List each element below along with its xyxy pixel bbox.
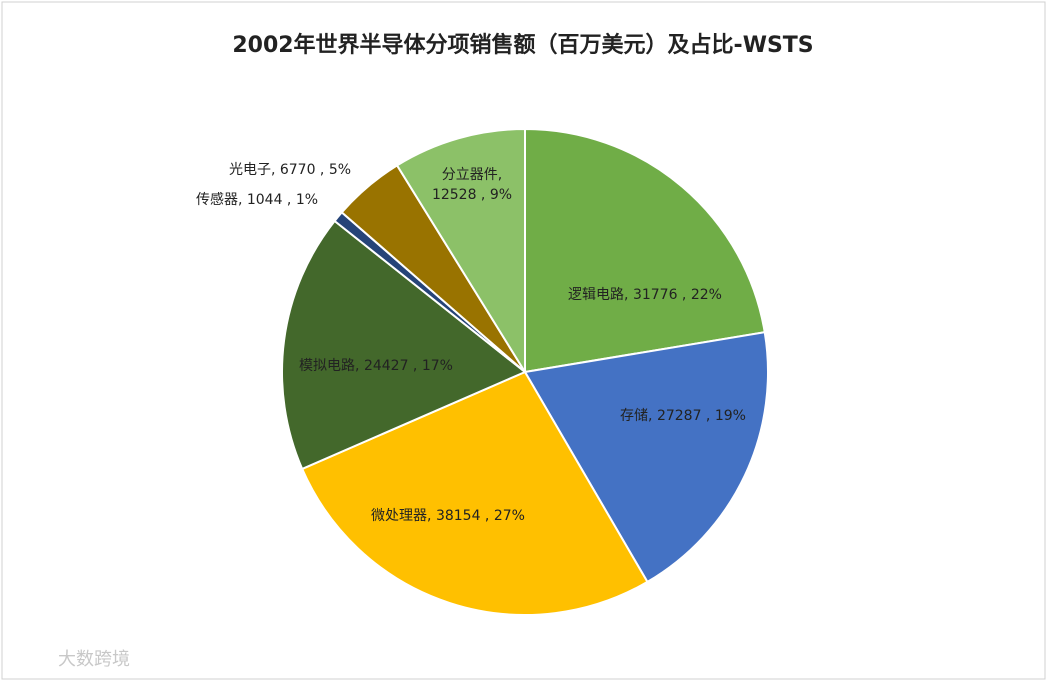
chart-title: 2002年世界半导体分项销售额（百万美元）及占比-WSTS xyxy=(232,32,813,58)
pie-slice xyxy=(524,127,766,374)
data-label: 分立器件, xyxy=(442,167,502,183)
data-label: 微处理器, 38154 , 27% xyxy=(371,508,525,524)
watermark: 大数跨境 xyxy=(58,649,130,670)
data-label: 逻辑电路, 31776 , 22% xyxy=(568,287,722,303)
data-label: 光电子, 6770 , 5% xyxy=(229,162,351,178)
data-label: 模拟电路, 24427 , 17% xyxy=(299,358,453,374)
pie-slice xyxy=(300,370,649,616)
data-label: 12528 , 9% xyxy=(432,187,512,203)
pie-slice xyxy=(281,219,527,471)
pie-slice xyxy=(395,127,526,376)
data-label: 存储, 27287 , 19% xyxy=(620,408,746,424)
pie-slice xyxy=(523,331,769,584)
data-label: 传感器, 1044 , 1% xyxy=(196,191,318,208)
